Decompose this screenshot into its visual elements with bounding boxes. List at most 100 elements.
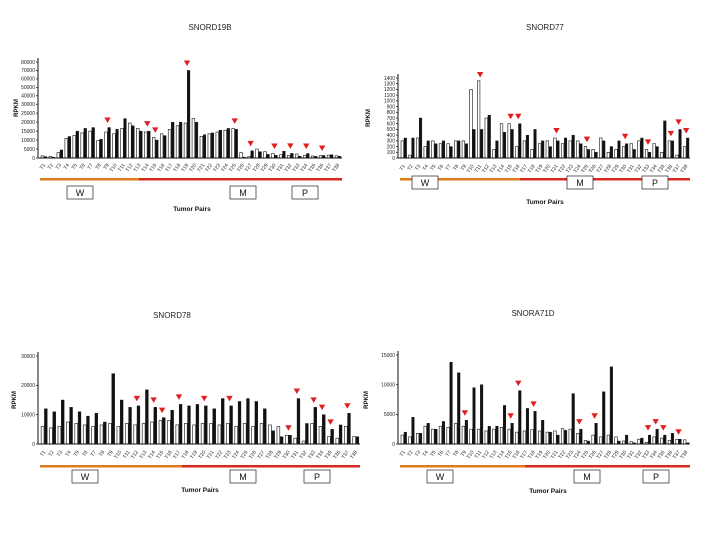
x-tick-label: T11: [117, 163, 127, 173]
x-tick-label: T24: [573, 450, 583, 461]
y-tick-label: 40000: [21, 94, 35, 100]
x-tick-label: T29: [260, 163, 270, 174]
bar-normal: [637, 140, 641, 159]
bar-normal: [545, 140, 549, 159]
bar-normal: [295, 153, 299, 159]
bar-normal: [112, 133, 116, 159]
x-tick-label: T20: [542, 450, 552, 461]
bar-tumor: [204, 405, 208, 445]
bar-tumor: [518, 390, 522, 445]
x-tick-label: T14: [147, 450, 157, 461]
bar-tumor: [403, 431, 407, 445]
significance-arrow: [530, 401, 537, 407]
bar-normal: [268, 424, 272, 445]
group-box-p: [641, 175, 669, 190]
x-tick-label: T1: [399, 164, 407, 172]
significance-arrow: [682, 128, 690, 134]
group-bar-w: [400, 178, 520, 181]
bar-tumor: [178, 404, 183, 445]
bar-normal: [293, 437, 297, 445]
y-tick-label: 10000: [381, 382, 395, 388]
group-bar-w: [40, 178, 139, 181]
x-tick-label: T33: [641, 450, 651, 461]
x-tick-label: T25: [228, 163, 238, 174]
x-tick-label: T7: [90, 450, 98, 458]
group-label-w: W: [76, 188, 85, 198]
x-tick-label: T15: [149, 163, 159, 174]
bar-normal: [223, 129, 227, 159]
bar-normal: [175, 424, 180, 445]
bar-normal: [276, 426, 281, 445]
significance-arrow: [318, 145, 326, 151]
chart-title: SNORD19B: [188, 23, 231, 32]
x-tick-label: T21: [550, 450, 560, 461]
x-tick-label: T10: [466, 450, 476, 461]
bar-normal: [461, 140, 465, 159]
x-tick-label: T7: [444, 450, 452, 458]
bar-tumor: [472, 387, 476, 445]
x-tick-label: T33: [292, 163, 302, 174]
significance-arrow: [271, 143, 278, 150]
chart-snord77: SNORD77 RPKM Tumor Pairs 010020030040050…: [366, 23, 690, 206]
bar-normal: [167, 129, 172, 159]
bar-normal: [591, 149, 595, 159]
bar-normal: [234, 426, 238, 445]
y-tick-label: 60000: [21, 77, 35, 83]
x-tick-label: T9: [106, 450, 114, 458]
y-tick-label: 1200: [384, 87, 395, 93]
x-tick-label: T15: [504, 450, 514, 461]
bar-tumor: [480, 384, 484, 445]
bar-tumor: [322, 414, 326, 445]
bar-normal: [568, 428, 572, 445]
bar-tumor: [258, 151, 262, 159]
bar-normal: [344, 426, 348, 445]
bar-normal: [538, 430, 542, 445]
bar-tumor: [145, 389, 149, 445]
bar-normal: [652, 436, 656, 445]
x-tick-label: T5: [71, 163, 79, 171]
y-tick-label: 700: [387, 116, 396, 122]
bar-tumor: [162, 417, 166, 445]
bar-normal: [675, 438, 679, 445]
bar-tumor: [495, 140, 499, 159]
bar-normal: [175, 125, 180, 159]
bar-normal: [192, 424, 196, 445]
x-tick-label: T22: [204, 163, 214, 174]
bar-normal: [285, 434, 289, 445]
x-tick-label: T3: [414, 450, 422, 458]
bar-normal: [318, 426, 323, 445]
bar-tumor: [338, 424, 343, 445]
bar-tumor: [171, 121, 175, 159]
significance-arrow: [675, 119, 682, 125]
y-tick-label: 900: [387, 104, 396, 110]
significance-arrow: [591, 413, 598, 419]
x-tick-label: T8: [452, 450, 460, 458]
x-tick-label: T27: [596, 450, 606, 461]
bar-tumor: [67, 136, 71, 159]
x-tick-label: T17: [172, 450, 182, 461]
y-axis-label: RPKM: [12, 391, 18, 409]
bar-normal: [553, 137, 557, 159]
bar-tumor: [564, 137, 568, 159]
bar-tumor: [147, 130, 151, 159]
x-tick-label: T15: [504, 164, 514, 175]
x-tick-label: T16: [156, 163, 166, 174]
bar-tumor: [194, 121, 199, 159]
bar-tumor: [678, 439, 682, 445]
bar-tumor: [69, 407, 73, 445]
bar-tumor: [411, 137, 415, 159]
x-tick-label: T20: [542, 164, 552, 175]
x-tick-label: T28: [252, 163, 262, 174]
significance-arrow: [576, 419, 583, 425]
bar-normal: [515, 146, 519, 159]
bar-tumor: [195, 404, 200, 445]
bar-tumor: [648, 152, 652, 159]
bar-normal: [136, 128, 140, 159]
group-bar-mp: [520, 178, 690, 181]
bar-tumor: [128, 407, 132, 445]
bar-tumor: [632, 149, 636, 159]
bar-normal: [591, 434, 595, 445]
x-tick-label: T10: [113, 450, 123, 461]
group-label-m: M: [239, 472, 247, 482]
bar-tumor: [305, 423, 309, 445]
